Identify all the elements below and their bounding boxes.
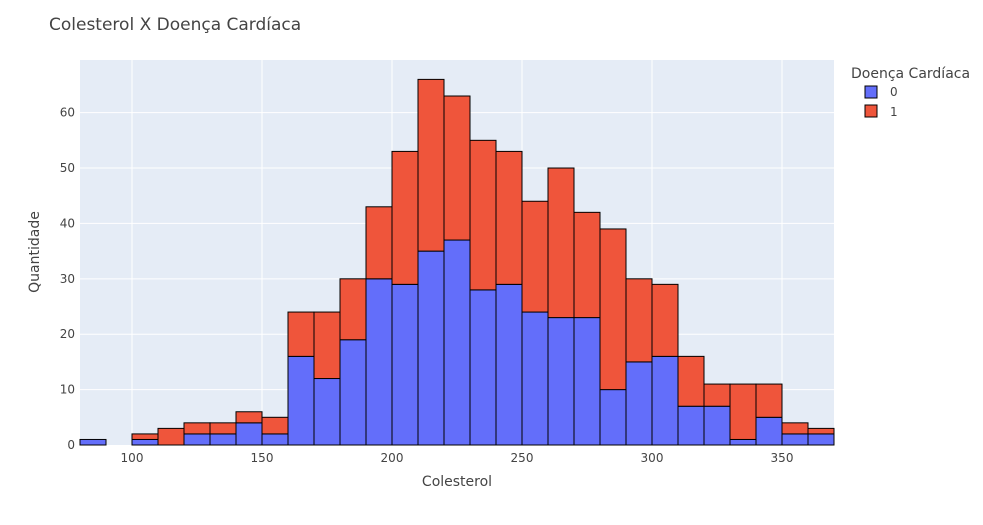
y-tick-labels: 0 10 20 30 40 50 60: [60, 106, 75, 452]
y-tick-label: 10: [60, 383, 75, 397]
bar-series-1[interactable]: [807, 427, 835, 435]
x-tick-labels: 100 150 200 250 300 350: [121, 451, 794, 465]
bar-series-1[interactable]: [391, 150, 419, 285]
legend-item-0[interactable]: 0: [864, 85, 898, 99]
y-tick-label: 30: [60, 272, 75, 286]
bar-series-1[interactable]: [469, 139, 497, 291]
y-tick-label: 40: [60, 216, 75, 230]
bar-series-0[interactable]: [729, 438, 757, 446]
bar-series-0[interactable]: [131, 438, 159, 446]
bar-series-1[interactable]: [365, 206, 393, 280]
y-axis-title: Quantidade: [27, 211, 43, 293]
bar-series-0[interactable]: [703, 405, 731, 446]
bar-series-0[interactable]: [573, 317, 601, 446]
legend-swatch-0: [864, 85, 878, 99]
bar-series-0[interactable]: [521, 311, 549, 446]
bar-series-0[interactable]: [625, 361, 653, 446]
bar-series-1[interactable]: [495, 150, 523, 285]
chart-title: Colesterol X Doença Cardíaca: [49, 15, 301, 35]
bar-series-1[interactable]: [677, 355, 705, 407]
bar-series-0[interactable]: [365, 278, 393, 446]
bar-series-1[interactable]: [547, 167, 575, 319]
bar-series-0[interactable]: [807, 433, 835, 446]
legend-swatch-1: [864, 104, 878, 118]
bar-series-1[interactable]: [313, 311, 341, 380]
bar-series-1[interactable]: [781, 422, 809, 435]
bar-series-1[interactable]: [573, 211, 601, 319]
bar-series-1[interactable]: [599, 228, 627, 391]
bar-series-1[interactable]: [287, 311, 315, 357]
bar-series-1[interactable]: [131, 433, 159, 440]
x-tick-label: 350: [771, 451, 794, 465]
bar-series-0[interactable]: [391, 283, 419, 446]
x-tick-label: 300: [641, 451, 664, 465]
bar-series-1[interactable]: [157, 427, 185, 446]
bars: [79, 78, 835, 446]
y-tick-label: 50: [60, 161, 75, 175]
bar-series-0[interactable]: [183, 433, 211, 446]
bar-series-0[interactable]: [547, 317, 575, 446]
bar-series-0[interactable]: [781, 433, 809, 446]
bar-series-1[interactable]: [651, 283, 679, 357]
x-tick-label: 150: [251, 451, 274, 465]
bar-series-1[interactable]: [417, 78, 445, 252]
bar-series-1[interactable]: [183, 422, 211, 435]
bar-series-0[interactable]: [339, 339, 367, 446]
legend-title: Doença Cardíaca: [851, 66, 970, 82]
bar-series-1[interactable]: [625, 278, 653, 363]
x-tick-label: 200: [381, 451, 404, 465]
bar-series-1[interactable]: [235, 411, 263, 424]
bar-series-0[interactable]: [261, 433, 289, 446]
legend-label-0: 0: [890, 85, 898, 99]
x-tick-label: 250: [511, 451, 534, 465]
bar-series-0[interactable]: [651, 355, 679, 446]
bar-series-0[interactable]: [417, 250, 445, 446]
legend: Doença Cardíaca 0 1: [851, 66, 970, 119]
legend-label-1: 1: [890, 105, 898, 119]
bar-series-1[interactable]: [521, 200, 549, 313]
bar-series-0[interactable]: [209, 433, 237, 446]
y-tick-label: 0: [67, 438, 75, 452]
bar-series-0[interactable]: [469, 289, 497, 446]
bar-series-0[interactable]: [313, 378, 341, 446]
y-tick-label: 20: [60, 327, 75, 341]
bar-series-0[interactable]: [599, 389, 627, 446]
bar-series-1[interactable]: [729, 383, 757, 440]
bar-series-1[interactable]: [443, 95, 471, 241]
bar-series-0[interactable]: [443, 239, 471, 446]
bar-series-0[interactable]: [495, 283, 523, 446]
bar-series-0[interactable]: [677, 405, 705, 446]
bar-series-0[interactable]: [79, 438, 107, 446]
x-tick-label: 100: [121, 451, 144, 465]
bar-series-0[interactable]: [287, 355, 315, 446]
bar-series-1[interactable]: [339, 278, 367, 341]
bar-series-1[interactable]: [261, 416, 289, 435]
x-axis-title: Colesterol: [422, 474, 492, 490]
bar-series-0[interactable]: [755, 416, 783, 446]
legend-item-1[interactable]: 1: [864, 104, 898, 119]
bar-series-1[interactable]: [703, 383, 731, 407]
bar-series-1[interactable]: [209, 422, 237, 435]
y-tick-label: 60: [60, 106, 75, 120]
bar-series-1[interactable]: [755, 383, 783, 418]
bar-series-0[interactable]: [235, 422, 263, 446]
